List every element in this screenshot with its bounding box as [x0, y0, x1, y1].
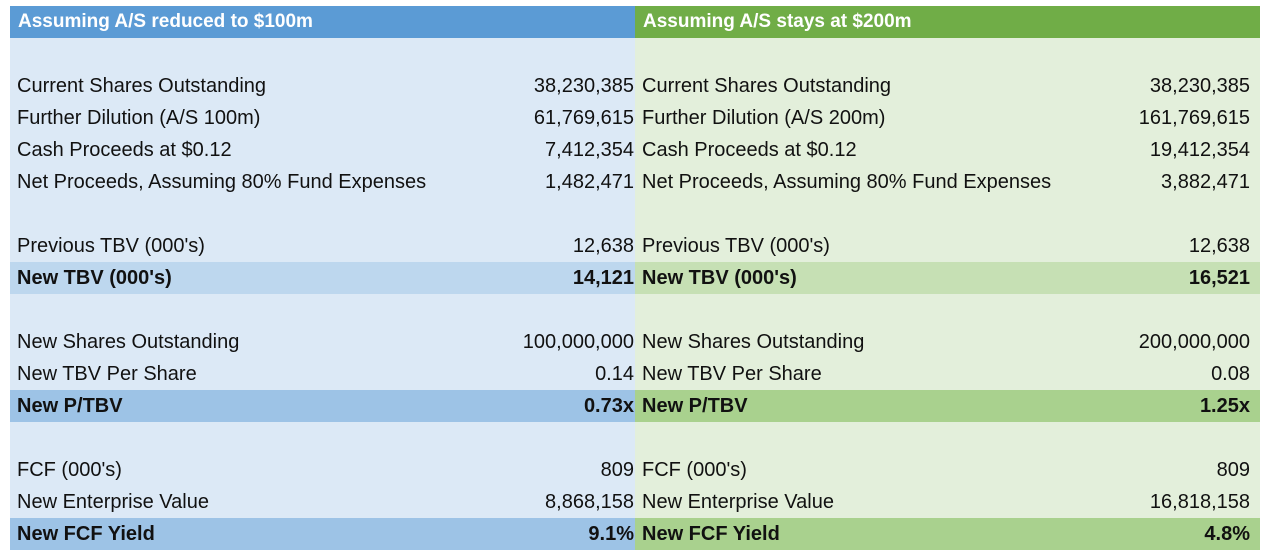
table-row: FCF (000's) 809: [635, 454, 1260, 486]
table-row: Current Shares Outstanding 38,230,385: [635, 70, 1260, 102]
row-label: New TBV (000's): [642, 267, 797, 289]
spacer-row: [635, 422, 1260, 454]
spacer-row: [635, 38, 1260, 70]
row-value: 1.25x: [1199, 395, 1250, 417]
row-label: New P/TBV: [17, 395, 123, 417]
row-label: New Enterprise Value: [642, 491, 834, 513]
scenario-panel-100m: Assuming A/S reduced to $100m Current Sh…: [10, 6, 635, 550]
table-row: Cash Proceeds at $0.12 19,412,354: [635, 134, 1260, 166]
row-label: Current Shares Outstanding: [17, 75, 267, 97]
row-value: 12,638: [572, 235, 634, 257]
spacer-row: [635, 294, 1260, 326]
row-label: Current Shares Outstanding: [642, 75, 892, 97]
row-label: Previous TBV (000's): [17, 235, 205, 257]
row-value: 14,121: [572, 267, 634, 289]
table-row: Previous TBV (000's) 12,638: [635, 230, 1260, 262]
row-label: Cash Proceeds at $0.12: [642, 139, 857, 161]
table-row: Further Dilution (A/S 100m) 61,769,615: [10, 102, 635, 134]
row-value: 16,818,158: [1149, 491, 1250, 513]
row-label: New FCF Yield: [17, 523, 155, 545]
row-value: 0.08: [1211, 363, 1250, 385]
table-row: Net Proceeds, Assuming 80% Fund Expenses…: [635, 166, 1260, 198]
scenario-header: Assuming A/S stays at $200m: [635, 6, 1260, 38]
row-value: 7,412,354: [545, 139, 634, 161]
row-value: 200,000,000: [1138, 331, 1250, 353]
total-row-new-p-tbv: New P/TBV 0.73x: [10, 390, 635, 422]
row-label: Cash Proceeds at $0.12: [17, 139, 232, 161]
row-label: Previous TBV (000's): [642, 235, 830, 257]
table-row: New TBV Per Share 0.08: [635, 358, 1260, 390]
row-label: New Shares Outstanding: [642, 331, 865, 353]
row-value: 16,521: [1188, 267, 1250, 289]
row-value: 8,868,158: [545, 491, 634, 513]
table-row: Previous TBV (000's) 12,638: [10, 230, 635, 262]
row-label: New Enterprise Value: [17, 491, 209, 513]
row-value: 809: [1216, 459, 1250, 481]
table-row: New Enterprise Value 16,818,158: [635, 486, 1260, 518]
row-value: 9.1%: [588, 523, 634, 545]
row-value: 3,882,471: [1161, 171, 1250, 193]
total-row-new-tbv: New TBV (000's) 14,121: [10, 262, 635, 294]
row-label: New FCF Yield: [642, 523, 780, 545]
row-label: New Shares Outstanding: [17, 331, 240, 353]
table-row: Cash Proceeds at $0.12 7,412,354: [10, 134, 635, 166]
row-value: 38,230,385: [1149, 75, 1250, 97]
spacer-row: [10, 38, 635, 70]
row-label: Net Proceeds, Assuming 80% Fund Expenses: [17, 171, 427, 193]
spacer-row: [10, 422, 635, 454]
total-row-new-fcf-yield: New FCF Yield 9.1%: [10, 518, 635, 550]
row-label: Further Dilution (A/S 200m): [642, 107, 886, 129]
row-value: 100,000,000: [522, 331, 634, 353]
spacer-row: [10, 198, 635, 230]
table-row: New TBV Per Share 0.14: [10, 358, 635, 390]
total-row-new-tbv: New TBV (000's) 16,521: [635, 262, 1260, 294]
row-label: Net Proceeds, Assuming 80% Fund Expenses: [642, 171, 1052, 193]
row-value: 61,769,615: [533, 107, 634, 129]
table-row: New Shares Outstanding 200,000,000: [635, 326, 1260, 358]
spacer-row: [10, 294, 635, 326]
scenario-panel-200m: Assuming A/S stays at $200m Current Shar…: [635, 6, 1260, 550]
row-value: 809: [600, 459, 634, 481]
row-label: New TBV (000's): [17, 267, 172, 289]
total-row-new-p-tbv: New P/TBV 1.25x: [635, 390, 1260, 422]
table-row: FCF (000's) 809: [10, 454, 635, 486]
row-label: New P/TBV: [642, 395, 748, 417]
table-row: New Enterprise Value 8,868,158: [10, 486, 635, 518]
scenario-header: Assuming A/S reduced to $100m: [10, 6, 635, 38]
row-value: 19,412,354: [1149, 139, 1250, 161]
row-label: New TBV Per Share: [642, 363, 822, 385]
row-label: Further Dilution (A/S 100m): [17, 107, 261, 129]
row-value: 38,230,385: [533, 75, 634, 97]
row-label: FCF (000's): [17, 459, 122, 481]
table-row: Current Shares Outstanding 38,230,385: [10, 70, 635, 102]
table-row: Further Dilution (A/S 200m) 161,769,615: [635, 102, 1260, 134]
dilution-scenario-table: Assuming A/S reduced to $100m Current Sh…: [10, 6, 1260, 550]
row-value: 12,638: [1188, 235, 1250, 257]
row-value: 4.8%: [1204, 523, 1250, 545]
row-value: 161,769,615: [1138, 107, 1250, 129]
table-row: New Shares Outstanding 100,000,000: [10, 326, 635, 358]
row-value: 1,482,471: [545, 171, 634, 193]
row-value: 0.73x: [583, 395, 634, 417]
row-label: FCF (000's): [642, 459, 747, 481]
row-label: New TBV Per Share: [17, 363, 197, 385]
total-row-new-fcf-yield: New FCF Yield 4.8%: [635, 518, 1260, 550]
row-value: 0.14: [595, 363, 634, 385]
spacer-row: [635, 198, 1260, 230]
table-row: Net Proceeds, Assuming 80% Fund Expenses…: [10, 166, 635, 198]
